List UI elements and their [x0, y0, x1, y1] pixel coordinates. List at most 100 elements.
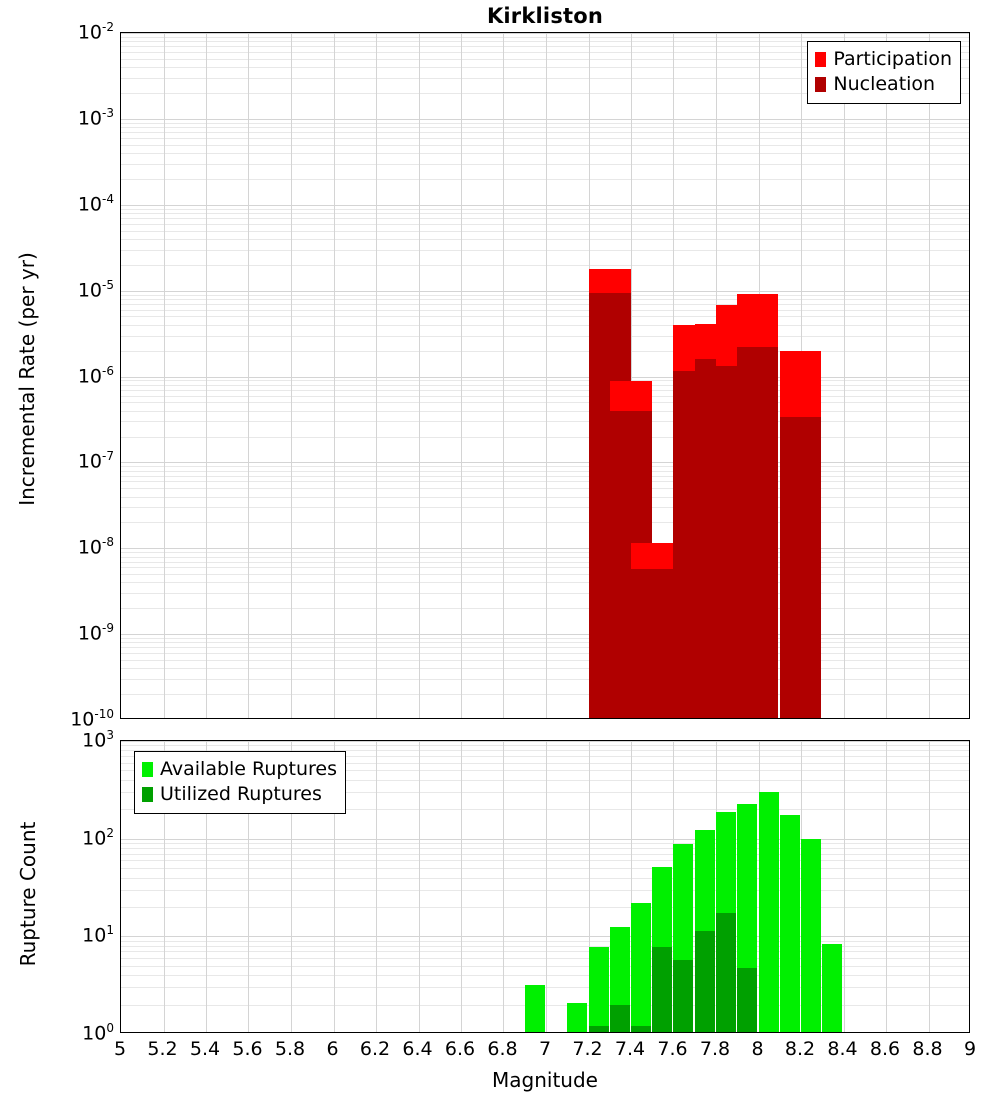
gridline-minor-horizontal: [121, 694, 969, 695]
gridline-minor-horizontal: [121, 179, 969, 180]
gridline-minor-horizontal: [121, 574, 969, 575]
y-axis-tick-label: 10-3: [77, 105, 114, 130]
gridline-minor-horizontal: [121, 745, 969, 746]
gridline-vertical: [334, 33, 335, 718]
gridline-minor-horizontal: [121, 52, 969, 53]
x-axis-tick-label: 8: [751, 1038, 764, 1060]
gridline-vertical: [546, 741, 547, 1032]
bottom-panel-rupture-count: Available Ruptures Utilized Ruptures: [120, 740, 970, 1033]
gridline-minor-horizontal: [121, 41, 969, 42]
legend-label: Participation: [833, 48, 952, 70]
gridline-minor-horizontal: [121, 218, 969, 219]
gridline-minor-horizontal: [121, 59, 969, 60]
x-axis-label: Magnitude: [492, 1068, 598, 1092]
legend-item: Available Ruptures: [142, 757, 337, 782]
gridline-minor-horizontal: [121, 138, 969, 139]
y-axis-tick-label: 10-9: [77, 621, 114, 645]
gridline-minor-horizontal: [121, 476, 969, 477]
x-axis-tick-label: 8.4: [827, 1038, 858, 1060]
gridline-minor-horizontal: [121, 153, 969, 154]
page-title: Kirkliston: [486, 4, 604, 28]
x-axis-tick-label: 7.6: [657, 1038, 688, 1060]
gridline-minor-horizontal: [121, 843, 969, 844]
gridline-minor-horizontal: [121, 653, 969, 654]
bar-group: [801, 741, 821, 1032]
gridline-minor-horizontal: [121, 907, 969, 908]
bar-group: [610, 741, 630, 1032]
gridline-minor-horizontal: [121, 809, 969, 810]
bar-segment-utilized: [589, 1026, 609, 1032]
gridline-minor-horizontal: [121, 132, 969, 133]
gridline-minor-horizontal: [121, 336, 969, 337]
gridline-minor-horizontal: [121, 437, 969, 438]
x-axis-tick-label: 7.2: [572, 1038, 603, 1060]
bar-group: [759, 741, 779, 1032]
gridline-vertical: [461, 33, 462, 718]
gridline-major-horizontal: [121, 291, 969, 292]
legend-item: Participation: [815, 47, 952, 72]
gridline-minor-horizontal: [121, 385, 969, 386]
y-axis-tick-label: 10-10: [70, 707, 114, 731]
gridline-minor-horizontal: [121, 582, 969, 583]
gridline-minor-horizontal: [121, 380, 969, 381]
gridline-minor-horizontal: [121, 679, 969, 680]
gridline-minor-horizontal: [121, 145, 969, 146]
top-panel-gridlines: [121, 33, 969, 718]
gridline-minor-horizontal: [121, 325, 969, 326]
gridline-vertical: [334, 741, 335, 1032]
gridline-vertical: [929, 33, 930, 718]
gridline-minor-horizontal: [121, 497, 969, 498]
y-axis-tick-label: 10-8: [77, 535, 114, 559]
gridline-vertical: [376, 33, 377, 718]
gridline-minor-horizontal: [121, 164, 969, 165]
gridline-minor-horizontal: [121, 966, 969, 967]
gridline-minor-horizontal: [121, 466, 969, 467]
gridline-minor-horizontal: [121, 946, 969, 947]
legend-label: Available Ruptures: [160, 758, 337, 780]
y-axis-tick-label: 103: [82, 728, 114, 752]
gridline-vertical: [844, 741, 845, 1032]
x-axis-tick-label: 5.4: [189, 1038, 221, 1060]
gridline-minor-horizontal: [121, 987, 969, 988]
gridline-minor-horizontal: [121, 411, 969, 412]
gridline-minor-horizontal: [121, 231, 969, 232]
x-axis-tick-label: 8.6: [869, 1038, 901, 1060]
bar-segment-utilized: [652, 946, 672, 1032]
gridline-vertical: [503, 33, 504, 718]
bar-segment-available: [801, 838, 821, 1032]
gridline-minor-horizontal: [121, 750, 969, 751]
bar-segment-utilized: [716, 913, 736, 1032]
gridline-minor-horizontal: [121, 316, 969, 317]
bottom-panel-legend: Available Ruptures Utilized Ruptures: [134, 751, 346, 814]
gridline-vertical: [631, 33, 632, 718]
gridline-minor-horizontal: [121, 780, 969, 781]
y-axis-tick-label: 10-7: [77, 449, 114, 473]
gridline-vertical: [206, 33, 207, 718]
gridline-minor-horizontal: [121, 557, 969, 558]
x-axis-tick-label: 6.2: [359, 1038, 391, 1060]
y-axis-tick-label: 10-2: [77, 20, 114, 44]
gridline-minor-horizontal: [121, 310, 969, 311]
x-axis-tick-label: 9: [963, 1038, 977, 1060]
bar-segment-available: [631, 902, 651, 1032]
gridline-minor-horizontal: [121, 351, 969, 352]
gridline-minor-horizontal: [121, 421, 969, 422]
gridline-minor-horizontal: [121, 209, 969, 210]
gridline-minor-horizontal: [121, 67, 969, 68]
gridline-minor-horizontal: [121, 46, 969, 47]
legend-label: Utilized Ruptures: [160, 783, 322, 805]
x-axis-tick-label: 5.6: [232, 1038, 263, 1060]
legend-swatch-icon: [815, 77, 827, 92]
legend-swatch-icon: [142, 762, 153, 777]
gridline-vertical: [886, 33, 887, 718]
bar-group: [822, 741, 842, 1032]
gridline-minor-horizontal: [121, 567, 969, 568]
top-panel-bars: [121, 33, 969, 718]
bar-group: [631, 741, 651, 1032]
bar-segment-utilized: [695, 931, 715, 1032]
x-axis-tick-label: 8.8: [912, 1038, 943, 1060]
gridline-vertical: [419, 741, 420, 1032]
gridline-minor-horizontal: [121, 295, 969, 296]
gridline-minor-horizontal: [121, 402, 969, 403]
